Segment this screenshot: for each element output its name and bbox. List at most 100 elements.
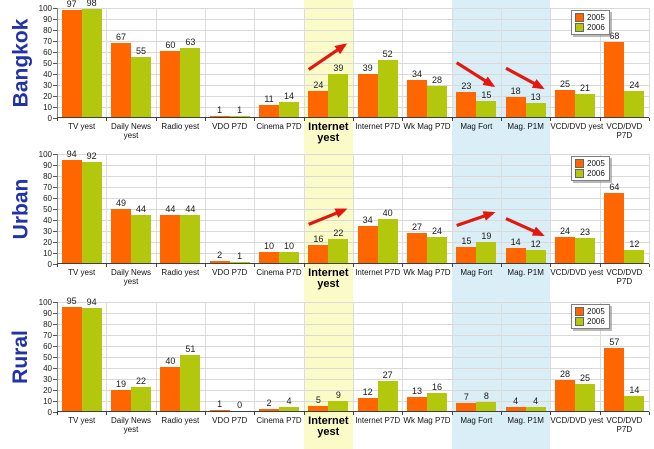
- v-gridline: [501, 302, 502, 412]
- value-label: 95: [66, 295, 77, 306]
- y-axis-line: [57, 302, 58, 412]
- y-axis-tick: [53, 154, 57, 155]
- value-label: 44: [185, 203, 196, 214]
- y-axis-label: 90: [43, 15, 52, 24]
- x-axis-tick: [57, 118, 58, 121]
- bar-2005: [308, 405, 329, 411]
- v-gridline: [550, 154, 552, 264]
- value-label: 24: [559, 225, 570, 236]
- bar-2006: [525, 249, 546, 263]
- legend-item: 2006: [575, 169, 605, 178]
- bar-2005: [505, 406, 526, 411]
- bar-2006: [81, 307, 102, 411]
- value-label: 68: [609, 31, 620, 42]
- value-label: 2: [266, 397, 272, 408]
- legend-swatch-2006: [575, 169, 584, 178]
- bar-2006: [180, 47, 201, 117]
- plot-area: 95 19 40 1 2 5 12 13 7 4 28 57 94 22 51 0 4 9 27 16 8 4 25 14: [57, 296, 650, 412]
- bar-2006: [279, 406, 299, 411]
- value-label: 16: [313, 234, 324, 245]
- value-label: 12: [362, 386, 373, 397]
- y-axis-label: 80: [43, 26, 52, 35]
- y-axis-tick: [53, 302, 57, 303]
- bar-2005: [555, 236, 575, 263]
- y-axis-tick: [53, 264, 57, 265]
- category-label: Radio yest: [156, 416, 205, 425]
- y-axis-tick: [53, 165, 57, 166]
- y-axis-tick: [53, 8, 57, 9]
- bar-2006: [229, 115, 250, 117]
- bar-2005: [209, 115, 230, 117]
- y-axis-label: 30: [43, 227, 52, 236]
- v-gridline: [303, 302, 305, 412]
- category-label: Radio yest: [156, 122, 205, 131]
- value-label: 25: [579, 372, 590, 383]
- v-gridline: [106, 302, 108, 412]
- bar-2006: [81, 161, 102, 263]
- bar-2005: [111, 43, 131, 117]
- bar-2005: [209, 409, 230, 411]
- legend-item: 2006: [575, 317, 605, 326]
- bar-2006: [377, 219, 398, 263]
- category-label-line: Mag Fort: [460, 268, 493, 277]
- category-label: TV yest: [57, 416, 106, 425]
- bar-2006: [427, 393, 447, 411]
- legend-swatch-2005: [575, 159, 584, 168]
- v-gridline: [501, 8, 502, 118]
- x-axis-tick: [254, 264, 256, 267]
- value-label: 0: [237, 400, 243, 410]
- value-label: 24: [313, 79, 324, 90]
- bar-2006: [525, 102, 546, 117]
- bar-2006: [131, 214, 151, 263]
- value-label: 24: [629, 79, 640, 90]
- y-axis-label: 0: [47, 408, 52, 417]
- y-axis-tick: [53, 357, 57, 358]
- x-axis-tick: [303, 118, 305, 121]
- x-axis-tick: [599, 412, 601, 415]
- bar-2006: [575, 383, 595, 411]
- category-label-line: VCD/DVD yest: [550, 268, 604, 277]
- category-label-line: Radio yest: [161, 268, 200, 277]
- y-axis-tick: [53, 242, 57, 243]
- category-label-line: yest: [317, 426, 340, 438]
- value-label: 49: [115, 198, 126, 209]
- v-gridline: [501, 154, 502, 264]
- bar-2006: [279, 252, 299, 263]
- bar-2006: [180, 354, 201, 411]
- category-label-line: yest: [123, 277, 139, 286]
- bar-2005: [259, 104, 279, 117]
- value-label: 10: [263, 241, 274, 251]
- value-label: 94: [66, 148, 77, 159]
- y-axis-tick: [53, 30, 57, 31]
- x-axis-tick: [57, 264, 58, 267]
- v-gridline: [303, 8, 305, 118]
- x-axis-tick: [451, 264, 453, 267]
- value-label: 94: [86, 296, 97, 307]
- y-axis-label: 90: [43, 161, 52, 170]
- value-label: 14: [283, 90, 294, 101]
- y-axis-tick: [53, 346, 57, 347]
- x-axis-tick: [353, 264, 354, 267]
- legend: 2005 2006: [571, 156, 610, 181]
- bar-2005: [407, 396, 427, 411]
- value-label: 8: [483, 391, 489, 402]
- v-gridline: [550, 302, 552, 412]
- y-axis-tick: [53, 379, 57, 380]
- category-label-line: yest: [123, 425, 139, 434]
- bar-2005: [308, 245, 329, 263]
- bar-2006: [377, 381, 398, 411]
- x-axis-tick: [649, 264, 650, 267]
- v-gridline: [353, 8, 354, 118]
- v-gridline: [106, 8, 108, 118]
- value-label: 39: [333, 63, 344, 74]
- bar-2005: [357, 397, 378, 411]
- y-axis-label: 40: [43, 70, 52, 79]
- category-label-line: Cinema P7D: [256, 268, 302, 277]
- bar-2006: [377, 59, 398, 117]
- bar-2005: [61, 159, 82, 263]
- category-label-line: Mag. P1M: [507, 122, 544, 131]
- category-label: Mag. P1M: [501, 416, 550, 425]
- y-axis-tick: [53, 63, 57, 64]
- category-label: Internet P7D: [353, 416, 402, 425]
- legend-item: 2005: [575, 307, 605, 316]
